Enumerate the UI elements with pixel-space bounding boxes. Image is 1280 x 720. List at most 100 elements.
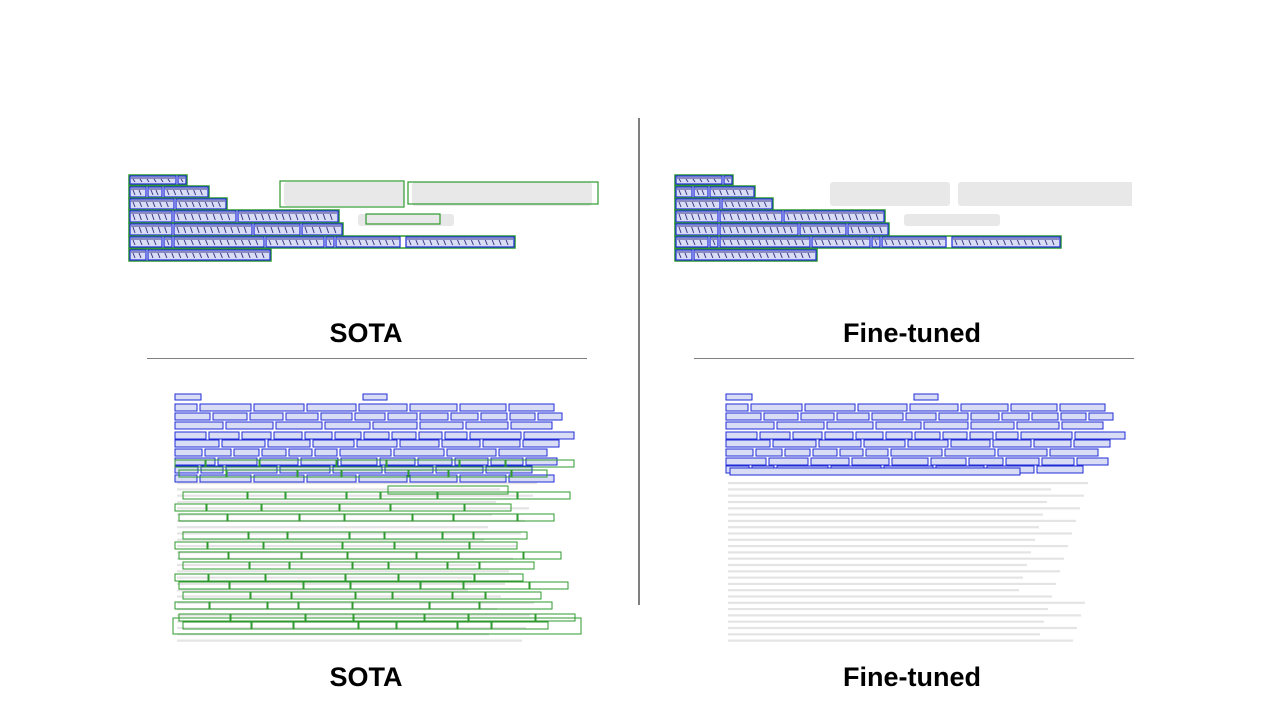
sota-word-5-5-stroke bbox=[385, 239, 389, 246]
finetuned-word-4-3-stroke bbox=[857, 226, 861, 234]
sota-word-4-1-stroke bbox=[223, 226, 227, 234]
finetuned-word-5-6-stroke bbox=[961, 239, 965, 246]
finetuned-word-6-1-stroke bbox=[710, 252, 714, 259]
finetuned-word-box-1-2 bbox=[709, 186, 755, 198]
sota-green-seg-11-1 bbox=[250, 591, 292, 600]
finetuned-word-3-0-stroke bbox=[684, 213, 688, 221]
finetuned-body-word-3-0 bbox=[725, 431, 758, 440]
sota-word-5-2-stroke bbox=[198, 239, 201, 246]
finetuned-body-word-4-0 bbox=[725, 439, 771, 448]
finetuned-word-3-0-stroke bbox=[710, 213, 714, 221]
finetuned-word-3-2-stroke bbox=[786, 213, 790, 221]
finetuned-word-3-2-stroke bbox=[820, 213, 824, 221]
finetuned-body-word-6-8 bbox=[1041, 457, 1075, 466]
finetuned-word-2-1-stroke bbox=[750, 201, 754, 208]
finetuned-word-5-2-stroke bbox=[772, 239, 776, 246]
sota-x-body-word-0-7 bbox=[508, 474, 555, 483]
sota-body-word-1-11 bbox=[537, 412, 563, 421]
finetuned-body-word-1-11 bbox=[1088, 412, 1114, 421]
finetuned-word-2-0-stroke bbox=[685, 201, 689, 208]
finetuned-word-4-1-stroke bbox=[735, 226, 739, 234]
sota-body-word-1-5 bbox=[354, 412, 386, 421]
sota-word-6-1-stroke bbox=[157, 252, 161, 259]
sota-word-5-2-stroke bbox=[219, 239, 223, 246]
sota-word-box-3-0 bbox=[129, 210, 173, 223]
finetuned-body-word-2-1 bbox=[776, 421, 825, 430]
finetuned-word-4-1-stroke bbox=[729, 226, 733, 234]
finetuned-faint-line-19 bbox=[728, 601, 1085, 604]
sota-body-word-0-0 bbox=[174, 403, 198, 412]
sota-word-5-4-stroke bbox=[328, 239, 332, 246]
finetuned-word-5-2-stroke bbox=[794, 239, 798, 246]
sota-green-seg-2-2 bbox=[285, 491, 347, 500]
sota-word-1-2-stroke bbox=[179, 189, 183, 196]
finetuned-word-3-2-stroke bbox=[793, 213, 797, 221]
finetuned-faint-line-25 bbox=[728, 639, 1073, 642]
sota-green-seg-4-2 bbox=[299, 513, 345, 522]
finetuned-word-4-0-stroke bbox=[703, 226, 707, 234]
sota-header-mid bbox=[362, 393, 388, 401]
sota-word-4-0-stroke bbox=[132, 226, 136, 234]
sota-faint-line-1 bbox=[177, 488, 500, 491]
finetuned-word-4-3-stroke bbox=[879, 226, 883, 234]
sota-word-3-2-stroke bbox=[281, 213, 285, 221]
finetuned-word-6-1-stroke bbox=[786, 252, 790, 259]
sota-word-2-0-stroke bbox=[132, 201, 136, 208]
sota-body-word-6-6 bbox=[417, 457, 453, 466]
finetuned-body-word-7-7 bbox=[1036, 465, 1084, 474]
finetuned-word-2-1-stroke bbox=[757, 201, 761, 208]
sota-body-word-2-1 bbox=[225, 421, 274, 430]
sota-word-2-1-stroke bbox=[178, 201, 182, 208]
sota-body-word-3-0 bbox=[174, 431, 207, 440]
finetuned-body-word-0-2 bbox=[804, 403, 856, 412]
finetuned-body-word-0-0 bbox=[725, 403, 749, 412]
sota-body-word-5-8 bbox=[446, 448, 497, 457]
finetuned-word-1-1-stroke bbox=[701, 189, 705, 196]
top-left-document-image bbox=[126, 150, 606, 270]
finetuned-word-2-0-stroke bbox=[678, 201, 682, 208]
finetuned-word-3-0-stroke bbox=[697, 213, 701, 221]
sota-faint-line-7 bbox=[177, 526, 488, 529]
finetuned-word-4-3-stroke bbox=[864, 226, 868, 234]
finetuned-body-word-5-8 bbox=[997, 448, 1048, 457]
sota-green-seg-7-0 bbox=[178, 551, 229, 560]
finetuned-body-word-0-4 bbox=[909, 403, 959, 412]
finetuned-word-5-0-stroke bbox=[699, 239, 703, 246]
finetuned-faint-line-13 bbox=[728, 563, 1027, 567]
sota-faint-line-9 bbox=[177, 538, 484, 541]
sota-word-5-5-stroke bbox=[345, 239, 349, 246]
sota-word-3-1-stroke bbox=[227, 213, 231, 221]
sota-green-seg-11-6 bbox=[485, 591, 542, 600]
finetuned-word-5-3-stroke bbox=[821, 239, 825, 246]
sota-faint-line-25 bbox=[177, 639, 522, 642]
bottom-left-document-image bbox=[143, 382, 588, 654]
finetuned-word-3-1-stroke bbox=[729, 213, 733, 221]
sota-word-5-6-stroke bbox=[470, 239, 474, 246]
finetuned-word-1-2-stroke bbox=[739, 189, 743, 196]
sota-body-word-4-6 bbox=[441, 439, 481, 448]
sota-word-4-3-stroke bbox=[304, 226, 308, 234]
sota-body-word-5-4 bbox=[288, 448, 313, 457]
finetuned-word-3-0-stroke bbox=[703, 213, 707, 221]
top-left-caption: SOTA bbox=[329, 318, 403, 348]
finetuned-word-0-0-stroke bbox=[685, 178, 689, 183]
finetuned-body-word-6-4 bbox=[891, 457, 929, 466]
center-divider bbox=[638, 118, 640, 605]
sota-body-word-2-5 bbox=[419, 421, 464, 430]
finetuned-word-3-0-stroke bbox=[678, 213, 682, 221]
finetuned-word-box-6-0 bbox=[675, 249, 693, 261]
sota-word-5-3-stroke bbox=[309, 239, 312, 246]
finetuned-word-1-2-stroke bbox=[732, 189, 736, 196]
sota-word-5-6-stroke bbox=[464, 239, 467, 246]
top-right-divider bbox=[694, 358, 1134, 359]
finetuned-ghost-subtitle bbox=[904, 214, 1000, 226]
sota-green-seg-9-1 bbox=[208, 573, 266, 582]
finetuned-faint-line-5 bbox=[728, 513, 1043, 516]
finetuned-word-box-4-2 bbox=[799, 223, 847, 236]
sota-body-word-6-4 bbox=[340, 457, 378, 466]
sota-word-5-5-stroke bbox=[365, 239, 369, 246]
finetuned-body-word-1-2 bbox=[800, 412, 835, 421]
sota-word-3-2-stroke bbox=[254, 213, 258, 221]
finetuned-header-left bbox=[725, 393, 753, 401]
sota-word-6-1-stroke bbox=[178, 252, 182, 259]
